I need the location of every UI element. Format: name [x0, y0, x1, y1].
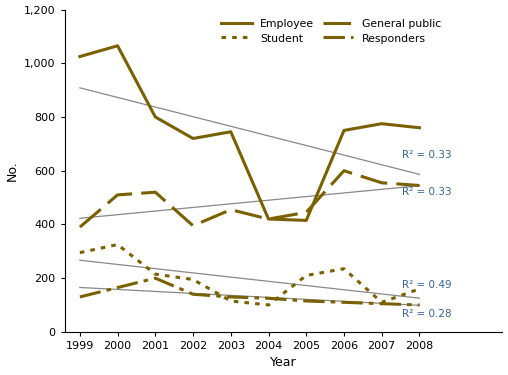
Y-axis label: No.: No. [6, 160, 19, 181]
Text: R² = 0.49: R² = 0.49 [402, 280, 452, 290]
X-axis label: Year: Year [270, 357, 297, 369]
Text: R² = 0.33: R² = 0.33 [402, 187, 452, 197]
Legend: Employee, Student, General public, Responders: Employee, Student, General public, Respo… [218, 15, 444, 47]
Text: R² = 0.33: R² = 0.33 [402, 150, 452, 160]
Text: R² = 0.28: R² = 0.28 [402, 309, 452, 319]
